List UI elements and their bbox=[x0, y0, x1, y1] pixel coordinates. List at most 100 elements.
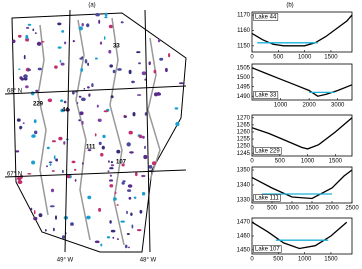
lake bbox=[94, 57, 98, 60]
lake bbox=[75, 91, 78, 93]
chart-label-box bbox=[253, 13, 279, 21]
lake bbox=[104, 16, 108, 19]
lake bbox=[57, 46, 62, 49]
lake bbox=[60, 99, 64, 102]
lon-label: 48° W bbox=[140, 258, 157, 264]
lake bbox=[17, 176, 22, 181]
x-tick-label: 0 bbox=[250, 159, 254, 165]
lake bbox=[120, 220, 125, 223]
lake bbox=[127, 246, 130, 249]
lake bbox=[128, 196, 132, 200]
lake bbox=[108, 179, 114, 182]
lake bbox=[86, 215, 91, 220]
lake bbox=[32, 28, 35, 32]
lake bbox=[109, 64, 113, 68]
lake bbox=[98, 141, 102, 146]
lake bbox=[109, 220, 112, 224]
x-tick-label: 1000 bbox=[274, 103, 288, 109]
lake bbox=[35, 89, 39, 92]
lake bbox=[113, 197, 117, 201]
y-tick-label: 1150 bbox=[237, 43, 251, 49]
lake bbox=[19, 76, 23, 80]
lake bbox=[57, 22, 62, 26]
lake bbox=[126, 233, 130, 235]
lake bbox=[81, 97, 86, 102]
parallel bbox=[4, 85, 187, 95]
lake bbox=[46, 165, 48, 168]
chart-label-box bbox=[253, 91, 279, 99]
lake bbox=[110, 95, 114, 99]
lake bbox=[131, 224, 134, 229]
lake bbox=[78, 119, 81, 122]
x-tick-label: 0 bbox=[250, 55, 254, 61]
lake bbox=[117, 68, 122, 71]
lake bbox=[81, 120, 84, 125]
lake bbox=[131, 80, 135, 84]
lake bbox=[100, 243, 103, 247]
lake bbox=[47, 98, 53, 103]
profile-line bbox=[251, 117, 353, 150]
lake bbox=[141, 191, 146, 196]
lake bbox=[95, 13, 100, 17]
lake bbox=[33, 119, 37, 124]
lake bbox=[121, 163, 125, 167]
lake bbox=[25, 85, 29, 89]
x-tick-label: 2000 bbox=[302, 103, 316, 109]
y-tick-label: 1265 bbox=[237, 122, 251, 128]
lake bbox=[123, 114, 126, 117]
lake bbox=[88, 93, 91, 97]
lake bbox=[175, 121, 180, 127]
lake bbox=[34, 32, 37, 34]
y-tick-label: 1450 bbox=[237, 247, 251, 253]
x-tick-label: 1000 bbox=[298, 257, 312, 263]
lake bbox=[148, 61, 151, 66]
lake bbox=[46, 146, 50, 150]
x-tick-label: 1000 bbox=[298, 55, 312, 61]
lake bbox=[87, 149, 92, 152]
y-tick-label: 1470 bbox=[237, 220, 251, 226]
lake bbox=[142, 135, 145, 139]
lake bbox=[84, 59, 88, 64]
lake bbox=[40, 41, 45, 43]
panel-title: (a) bbox=[88, 3, 95, 9]
lake bbox=[87, 62, 89, 66]
lat-label: 68° N bbox=[7, 89, 22, 95]
lake bbox=[127, 184, 133, 188]
lake bbox=[62, 169, 64, 174]
x-tick-label: 3000 bbox=[331, 103, 345, 109]
y-tick-label: 1495 bbox=[237, 84, 251, 90]
lake bbox=[51, 170, 55, 172]
lake bbox=[133, 196, 137, 199]
lake bbox=[87, 86, 90, 89]
lake bbox=[72, 40, 75, 43]
x-tick-label: 1500 bbox=[305, 206, 319, 212]
lake bbox=[18, 34, 22, 38]
lake bbox=[36, 41, 42, 46]
lake bbox=[81, 162, 84, 165]
lake bbox=[81, 56, 83, 59]
lake bbox=[108, 49, 112, 54]
lake bbox=[94, 240, 100, 244]
lake bbox=[27, 173, 32, 175]
x-tick-label: 2500 bbox=[345, 206, 359, 212]
lake bbox=[87, 195, 92, 200]
lake bbox=[19, 125, 22, 130]
lake bbox=[112, 69, 116, 74]
x-tick-label: 0 bbox=[250, 257, 254, 263]
lake bbox=[109, 184, 114, 188]
lake bbox=[27, 68, 32, 72]
lake bbox=[136, 94, 142, 96]
lake bbox=[98, 207, 102, 212]
lake bbox=[23, 54, 26, 60]
y-tick-label: 1490 bbox=[237, 94, 251, 100]
contour bbox=[37, 24, 49, 216]
chart-label-box bbox=[253, 147, 282, 155]
lake bbox=[148, 165, 153, 169]
lake bbox=[78, 26, 84, 31]
lake bbox=[157, 38, 161, 43]
lake bbox=[49, 205, 55, 208]
chart-label: Lake 111 bbox=[255, 196, 279, 202]
lake bbox=[60, 62, 65, 66]
chart-label: Lake 44 bbox=[255, 15, 277, 21]
lake-label: 107 bbox=[116, 160, 127, 166]
